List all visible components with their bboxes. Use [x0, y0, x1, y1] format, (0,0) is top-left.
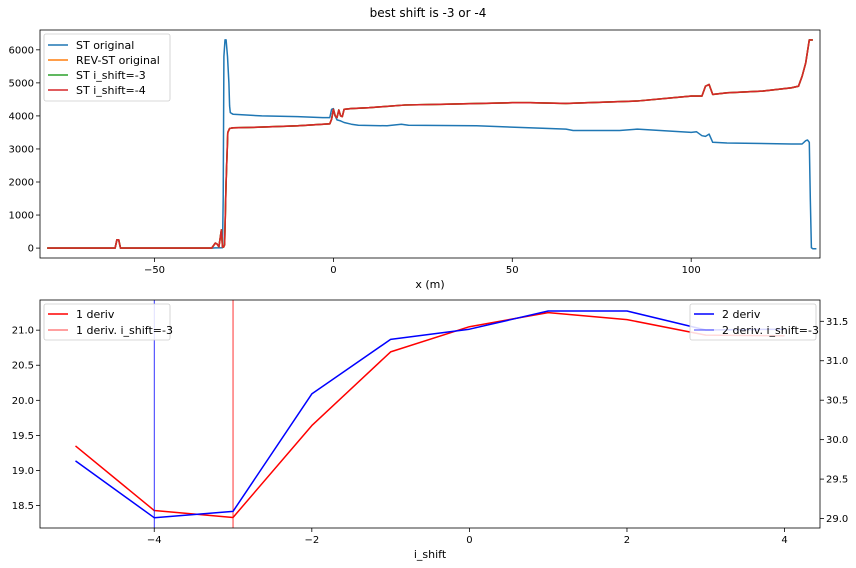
top-chart-frame	[39, 29, 821, 259]
bottom-legend-label-2-deriv-shift: 2 deriv. i_shift=-3	[722, 324, 819, 337]
bottom-chart-axes: −4 −2 0 2 4 18.5 19.0 19.5 20.0 20.5 21.0 29.0 29.5 3…	[12, 317, 849, 546]
bottom-chart-frame	[39, 299, 821, 529]
top-ytick-label: 4000	[9, 111, 34, 122]
bottom-series-2-deriv	[75, 310, 785, 519]
bottom-ytick-right-label: 29.5	[826, 475, 848, 486]
bottom-chart-lines	[75, 300, 785, 528]
top-chart-lines	[47, 39, 817, 250]
bottom-chart-legend-right: 2 deriv 2 deriv. i_shift=-3	[689, 303, 819, 341]
top-ytick-label: 3000	[9, 144, 34, 155]
bottom-ytick-right-label: 30.0	[826, 435, 848, 446]
top-legend-label-rev-st-original: REV-ST original	[76, 54, 160, 67]
top-ytick-label: 5000	[9, 78, 34, 89]
bottom-ytick-right-label: 30.5	[826, 396, 848, 407]
bottom-legend-right-box	[689, 303, 817, 341]
bottom-ytick-right-label: 29.0	[826, 514, 848, 525]
top-series-st-original	[47, 39, 817, 250]
top-legend-label-st-original: ST original	[76, 39, 134, 52]
bottom-ytick-left-label: 19.0	[12, 466, 34, 477]
top-series-st-i-shift-4	[47, 39, 813, 249]
top-chart-legend: ST original REV-ST original ST i_shift=-…	[43, 33, 171, 102]
bottom-xtick-label: 4	[781, 535, 787, 546]
bottom-ytick-left-label: 18.5	[12, 501, 34, 512]
bottom-ytick-left-label: 20.5	[12, 361, 34, 372]
bottom-series-1-deriv	[75, 311, 785, 519]
top-ytick-label: 6000	[9, 45, 34, 56]
bottom-xtick-label: −2	[304, 535, 319, 546]
bottom-chart: −4 −2 0 2 4 18.5 19.0 19.5 20.0 20.5 21.0 29.0 29.5 3…	[12, 299, 849, 561]
top-legend-box	[43, 33, 171, 102]
top-xtick-label: 0	[330, 265, 336, 276]
top-xtick-label: 50	[506, 265, 519, 276]
top-ytick-label: 0	[28, 244, 34, 255]
top-legend-label-st-shift-4: ST i_shift=-4	[76, 84, 146, 97]
top-xtick-label: −50	[144, 265, 165, 276]
bottom-legend-label-1-deriv: 1 deriv	[76, 308, 115, 321]
bottom-ytick-left-label: 21.0	[12, 326, 34, 337]
bottom-xtick-label: −4	[147, 535, 162, 546]
bottom-ytick-right-label: 31.5	[826, 317, 848, 328]
bottom-xtick-label: 2	[624, 535, 630, 546]
bottom-ytick-right-label: 31.0	[826, 356, 848, 367]
top-ytick-label: 1000	[9, 211, 34, 222]
bottom-xtick-label: 0	[466, 535, 472, 546]
bottom-legend-left-box	[43, 303, 171, 341]
bottom-chart-legend-left: 1 deriv 1 deriv. i_shift=-3	[43, 303, 173, 341]
top-xtick-label: 100	[682, 265, 701, 276]
figure-suptitle: best shift is -3 or -4	[370, 6, 487, 20]
bottom-ytick-left-label: 20.0	[12, 396, 34, 407]
top-legend-label-st-shift-3: ST i_shift=-3	[76, 69, 146, 82]
bottom-ytick-left-label: 19.5	[12, 431, 34, 442]
top-chart-xlabel: x (m)	[415, 278, 444, 291]
top-ytick-label: 2000	[9, 178, 34, 189]
bottom-chart-xlabel: i_shift	[414, 548, 447, 561]
bottom-legend-label-1-deriv-shift: 1 deriv. i_shift=-3	[76, 324, 173, 337]
bottom-legend-label-2-deriv: 2 deriv	[722, 308, 761, 321]
